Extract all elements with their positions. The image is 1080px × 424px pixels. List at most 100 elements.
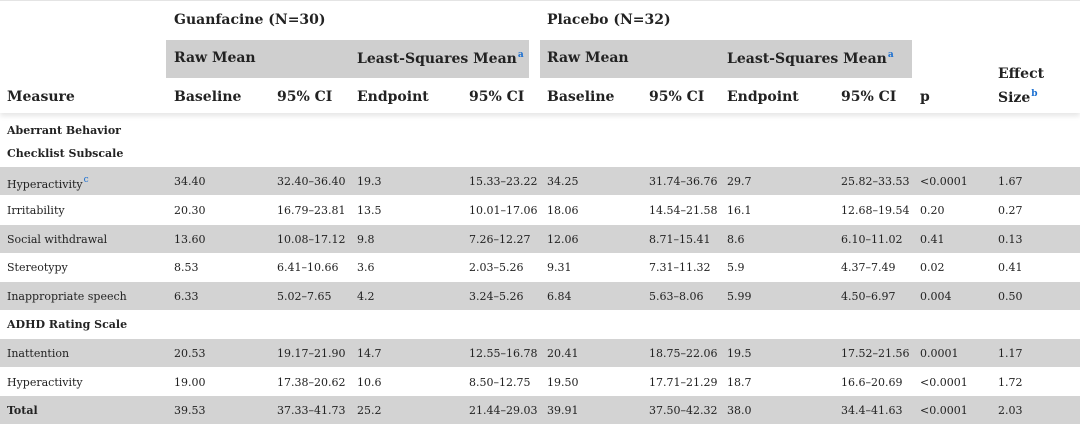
guanfacine-baseline-cell-text: 8.53 (174, 261, 199, 274)
section-heading-abc-line1: Aberrant Behavior (7, 124, 121, 137)
footnote-b-link[interactable]: b (1031, 89, 1038, 99)
placebo-endpoint-heading: Endpoint (727, 89, 799, 105)
placebo-endpoint-ci-heading: 95% CI (841, 89, 897, 105)
p-value-cell-text: 0.41 (920, 233, 945, 246)
p-value-cell: 0.0001 (920, 347, 959, 360)
guanfacine-endpoint-cell: 9.8 (357, 233, 375, 246)
placebo-baseline-ci-cell: 17.71–21.29 (649, 376, 717, 389)
top-border (0, 0, 1080, 1)
guanfacine-baseline-cell: 20.53 (174, 347, 206, 360)
placebo-endpoint-cell-text: 5.99 (727, 290, 752, 303)
guanfacine-baseline-cell: 19.00 (174, 376, 206, 389)
p-value-cell: 0.004 (920, 290, 952, 303)
placebo-baseline-cell: 9.31 (547, 261, 572, 274)
placebo-baseline-ci-cell-text: 31.74–36.76 (649, 175, 718, 188)
placebo-endpoint-ci-cell-text: 16.6–20.69 (841, 376, 903, 389)
placebo-baseline-ci-cell: 31.74–36.76 (649, 175, 717, 188)
measure-cell: Inattention (7, 347, 69, 360)
measure-cell-text: Stereotypy (7, 261, 68, 274)
placebo-endpoint-cell: 29.7 (727, 175, 752, 188)
measure-cell-text: Hyperactivity (7, 178, 83, 191)
footnote-a-link[interactable]: a (887, 50, 894, 60)
measure-cell-text: Irritability (7, 204, 65, 217)
measure-cell: Total (7, 404, 38, 417)
placebo-baseline-ci-cell: 7.31–11.32 (649, 261, 710, 274)
guanfacine-endpoint-ci-cell: 8.50–12.75 (469, 376, 530, 389)
guanfacine-endpoint-cell-text: 13.5 (357, 204, 382, 217)
placebo-ls-mean-heading: Least-Squares Meana (727, 50, 894, 67)
effect-size-cell: 0.27 (998, 204, 1023, 217)
guanfacine-endpoint-cell-text: 3.6 (357, 261, 375, 274)
table-row: Hyperactivity 19.00 17.38–20.62 10.6 8.50–12… (0, 368, 1080, 396)
section-heading-adhd: ADHD Rating Scale (7, 318, 128, 331)
placebo-subheader-bar (540, 40, 912, 78)
p-value-cell: 0.41 (920, 233, 945, 246)
p-value-cell-text: 0.004 (920, 290, 952, 303)
guanfacine-baseline-cell: 39.53 (174, 404, 206, 417)
placebo-baseline-ci-cell-text: 18.75–22.06 (649, 347, 718, 360)
guanfacine-baseline-ci-cell-text: 17.38–20.62 (277, 376, 346, 389)
placebo-baseline-cell: 34.25 (547, 175, 579, 188)
placebo-raw-mean-heading: Raw Mean (547, 50, 629, 66)
guanfacine-baseline-cell: 13.60 (174, 233, 206, 246)
guanfacine-baseline-cell-text: 6.33 (174, 290, 199, 303)
effect-size-label: Size (998, 90, 1031, 106)
measure-cell-text: Inappropriate speech (7, 290, 127, 303)
placebo-baseline-ci-cell: 8.71–15.41 (649, 233, 710, 246)
placebo-baseline-ci-cell-text: 5.63–8.06 (649, 290, 704, 303)
guanfacine-endpoint-ci-cell: 2.03–5.26 (469, 261, 523, 274)
guanfacine-baseline-cell: 34.40 (174, 175, 206, 188)
placebo-endpoint-ci-cell: 4.50–6.97 (841, 290, 895, 303)
placebo-endpoint-cell: 5.99 (727, 290, 752, 303)
guanfacine-baseline-cell-text: 13.60 (174, 233, 206, 246)
measure-cell: Hyperactivity (7, 376, 83, 389)
guanfacine-baseline-ci-cell: 6.41–10.66 (277, 261, 338, 274)
guanfacine-endpoint-ci-cell-text: 3.24–5.26 (469, 290, 524, 303)
placebo-endpoint-cell-text: 38.0 (727, 404, 752, 417)
placebo-baseline-cell: 18.06 (547, 204, 579, 217)
guanfacine-endpoint-cell-text: 4.2 (357, 290, 375, 303)
placebo-baseline-cell-text: 19.50 (547, 376, 579, 389)
guanfacine-endpoint-cell: 4.2 (357, 290, 375, 303)
placebo-endpoint-ci-cell-text: 25.82–33.53 (841, 175, 910, 188)
placebo-baseline-cell-text: 18.06 (547, 204, 579, 217)
guanfacine-endpoint-ci-cell-text: 21.44–29.03 (469, 404, 538, 417)
p-value-cell-text: 0.20 (920, 204, 945, 217)
guanfacine-baseline-ci-cell-text: 19.17–21.90 (277, 347, 346, 360)
effect-size-cell: 0.13 (998, 233, 1023, 246)
placebo-baseline-cell-text: 12.06 (547, 233, 579, 246)
placebo-endpoint-ci-cell-text: 6.10–11.02 (841, 233, 903, 246)
guanfacine-endpoint-ci-cell: 15.33–23.22 (469, 175, 537, 188)
table-row: Total 39.53 37.33–41.73 25.2 21.44–29.03 39.9… (0, 396, 1080, 424)
guanfacine-baseline-ci-cell: 16.79–23.81 (277, 204, 345, 217)
effect-size-cell-text: 0.50 (998, 290, 1023, 303)
guanfacine-subheader-bar (166, 40, 529, 78)
footnote-a-link[interactable]: a (517, 50, 524, 60)
placebo-endpoint-cell-text: 29.7 (727, 175, 752, 188)
placebo-baseline-ci-cell: 37.50–42.32 (649, 404, 717, 417)
guanfacine-endpoint-cell-text: 19.3 (357, 175, 382, 188)
effect-size-cell-text: 2.03 (998, 404, 1023, 417)
guanfacine-baseline-ci-cell: 19.17–21.90 (277, 347, 345, 360)
placebo-baseline-ci-cell-text: 17.71–21.29 (649, 376, 718, 389)
effect-size-cell-text: 1.72 (998, 376, 1023, 389)
p-value-cell-text: 0.0001 (920, 347, 959, 360)
placebo-endpoint-cell-text: 16.1 (727, 204, 752, 217)
guanfacine-endpoint-cell-text: 10.6 (357, 376, 382, 389)
guanfacine-endpoint-ci-heading: 95% CI (469, 89, 525, 105)
placebo-baseline-cell-text: 34.25 (547, 175, 579, 188)
p-value-heading: p (920, 89, 930, 105)
placebo-endpoint-cell: 18.7 (727, 376, 752, 389)
footnote-c-link[interactable]: c (83, 175, 89, 185)
guanfacine-baseline-cell-text: 20.53 (174, 347, 206, 360)
placebo-baseline-ci-cell: 5.63–8.06 (649, 290, 703, 303)
placebo-endpoint-ci-cell-text: 4.50–6.97 (841, 290, 896, 303)
guanfacine-raw-mean-heading: Raw Mean (174, 50, 256, 66)
effect-size-cell-text: 0.27 (998, 204, 1023, 217)
p-value-cell: <0.0001 (920, 404, 968, 417)
placebo-baseline-ci-cell-text: 14.54–21.58 (649, 204, 718, 217)
measure-cell: Inappropriate speech (7, 290, 127, 303)
table-header: Guanfacine (N=30) Placebo (N=32) Raw Mea… (0, 0, 1080, 113)
placebo-endpoint-cell-text: 8.6 (727, 233, 745, 246)
